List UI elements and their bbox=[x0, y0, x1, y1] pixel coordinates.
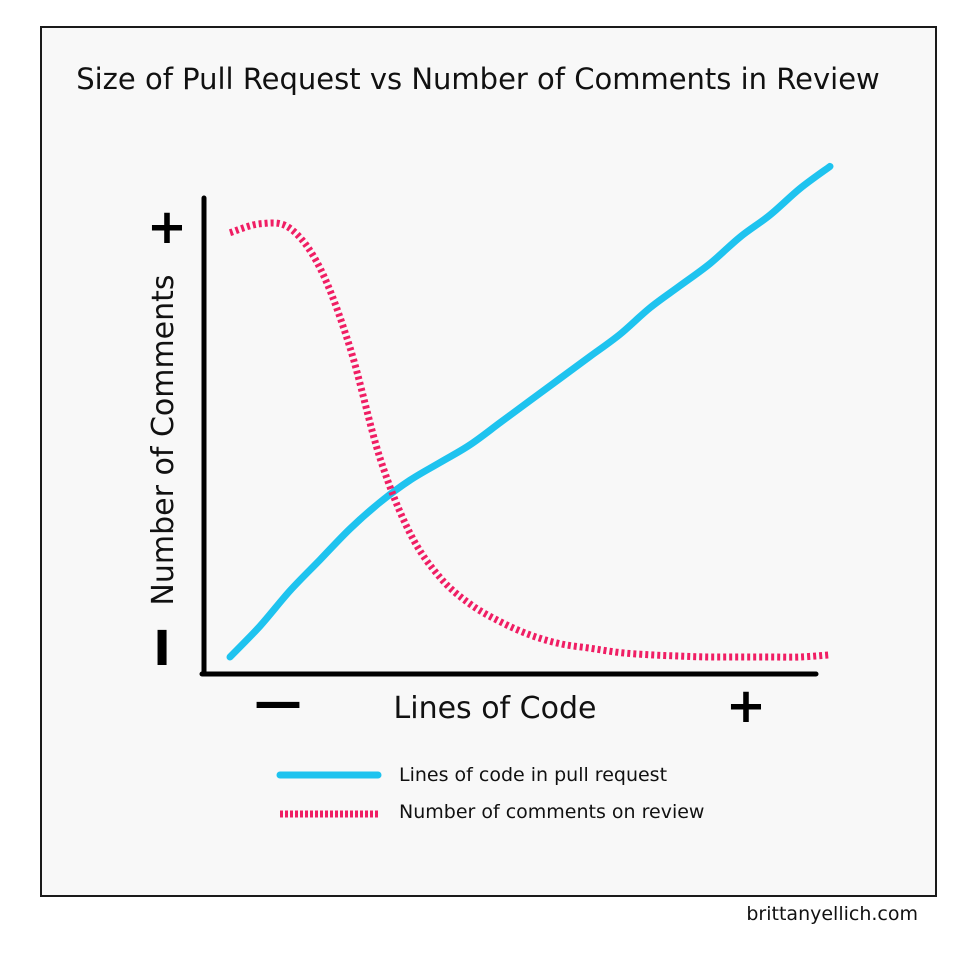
legend-label-number-of-comments: Number of comments on review bbox=[399, 801, 704, 823]
y-axis-label: Number of Comments bbox=[146, 274, 181, 605]
chart-panel bbox=[40, 26, 937, 897]
legend-label-lines-of-code: Lines of code in pull request bbox=[399, 764, 667, 786]
x-axis-label: Lines of Code bbox=[394, 691, 597, 726]
plot-area bbox=[226, 162, 834, 661]
legend: Lines of code in pull request Number of … bbox=[276, 764, 704, 823]
chart-title: Size of Pull Request vs Number of Commen… bbox=[76, 62, 880, 96]
x-tick-min: — bbox=[254, 674, 302, 730]
credit-text: brittanyellich.com bbox=[746, 903, 918, 925]
x-tick-max: + bbox=[726, 678, 766, 734]
y-tick-max: + bbox=[147, 199, 187, 255]
series-line-lines-of-code bbox=[226, 162, 834, 661]
series-line-number-of-comments bbox=[228, 219, 831, 661]
y-tick-min: I bbox=[153, 621, 171, 677]
